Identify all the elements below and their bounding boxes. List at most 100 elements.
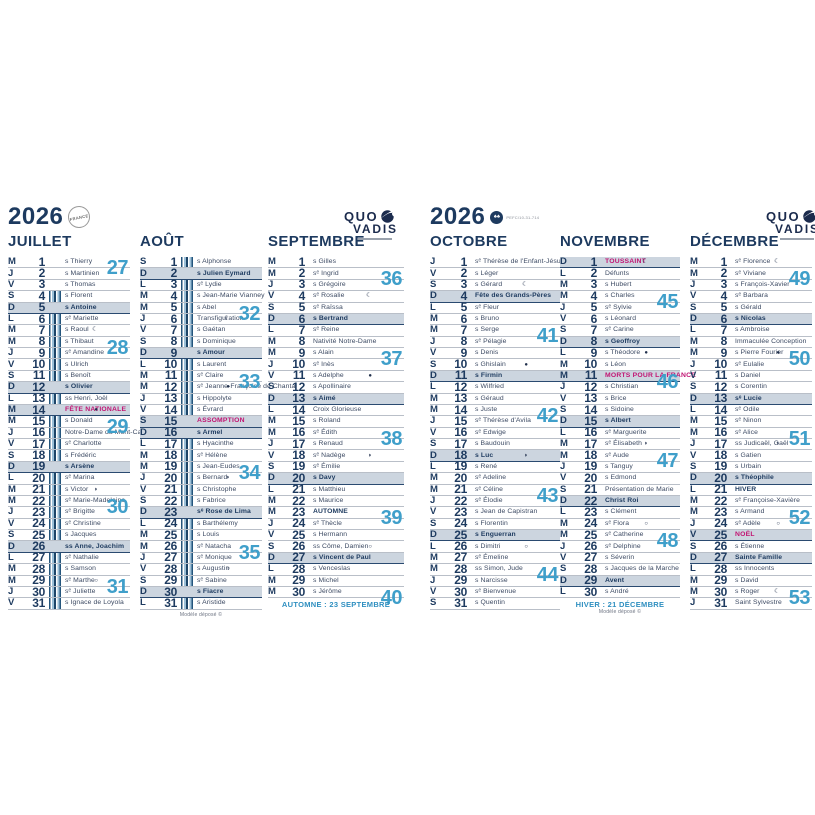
saint-name: ASSOMPTION — [197, 417, 245, 425]
day-row: L 2 Défunts — [560, 267, 680, 280]
brand-vadis-text: Vadis — [775, 222, 815, 236]
saint-name: sᵉ Céline — [475, 485, 503, 493]
day-number: 23 — [714, 504, 727, 519]
saint-name: s Jacques — [65, 531, 97, 539]
saint-name: TOUSSAINT — [605, 258, 646, 266]
day-row: J 1 sᵉ Thérèse de l'Enfant-Jésus — [430, 256, 564, 269]
day-number: 7 — [38, 322, 46, 337]
day-letter: L — [140, 278, 146, 290]
day-row: D 6 s Nicolas — [690, 313, 812, 326]
saint-name: Sainte Famille — [735, 553, 783, 561]
saint-name: s Wilfried — [475, 383, 504, 391]
day-row: V 16 sᵉ Edwige — [430, 426, 560, 439]
day-number: 17 — [714, 436, 727, 451]
day-letter: V — [268, 449, 275, 461]
day-row: D 29 Avent — [560, 574, 680, 587]
saint-name: s Théophile — [735, 474, 774, 482]
day-number: 10 — [714, 357, 727, 372]
day-letter: S — [8, 369, 15, 381]
day-letter: D — [690, 551, 697, 563]
saint-name: sᵉ Catherine — [605, 531, 644, 539]
day-letter: J — [268, 517, 274, 529]
day-number: 29 — [164, 573, 177, 588]
day-number: 16 — [32, 425, 45, 440]
month-title: AOÛT — [140, 233, 185, 250]
day-row: M 25 sᵉ Catherine — [560, 529, 680, 542]
day-row: S 12 s Corentin — [690, 381, 812, 394]
day-letter: L — [560, 426, 566, 438]
day-letter: M — [140, 529, 148, 541]
day-letter: L — [560, 586, 566, 598]
saint-name: sᵉ Sylvie — [605, 303, 632, 311]
day-row: L 16 sᵉ Marguerite — [560, 426, 680, 439]
day-row: M 23 AUTOMNE — [268, 506, 404, 519]
saint-name: s Serge — [475, 326, 500, 334]
day-row: S 12 s Apollinaire — [268, 381, 404, 394]
saint-name: sᵉ Adèle — [735, 519, 761, 527]
day-row: S 15 ASSOMPTION — [140, 415, 262, 428]
day-letter: M — [430, 483, 438, 495]
saint-name: s Hyacinthe — [197, 440, 234, 448]
saint-name: Fête des Grands-Pères — [475, 292, 552, 300]
day-number: 5 — [460, 300, 468, 315]
day-row: J 22 sᵉ Élodie — [430, 495, 560, 508]
day-number: 3 — [590, 277, 598, 292]
day-number: 23 — [32, 504, 45, 519]
day-letter: S — [268, 540, 275, 552]
saint-name: s Hubert — [605, 280, 632, 288]
day-row: M 1 s Gilles — [268, 256, 404, 269]
day-number: 15 — [584, 413, 597, 428]
day-row: M 11 MORTS POUR LA FRANCE — [560, 369, 696, 383]
saint-name: s David — [735, 576, 759, 584]
day-number: 10 — [584, 357, 597, 372]
week-number: 41 — [536, 325, 559, 348]
day-letter: L — [690, 404, 696, 416]
day-number: 20 — [584, 470, 597, 485]
day-row: J 3 s Grégoire — [268, 278, 404, 292]
day-letter: V — [430, 586, 437, 598]
day-row: D 8 s Geoffroy — [560, 335, 680, 348]
day-number: 22 — [584, 493, 597, 508]
day-row: M 18 sᵉ Hélène — [140, 449, 262, 462]
day-letter: L — [560, 506, 566, 518]
day-number: 14 — [584, 402, 597, 417]
day-letter: S — [690, 540, 697, 552]
day-row: M 2 sᵉ Ingrid — [268, 267, 404, 280]
moon-phase-icon-fq: ◗ — [644, 440, 648, 448]
saint-name: MORTS POUR LA FRANCE — [605, 371, 696, 379]
day-letter: L — [8, 313, 14, 325]
day-row: V 10 s Ulrich — [8, 358, 130, 371]
day-row: L 20 sᵉ Marina — [8, 472, 130, 485]
day-row: M 11 sᵉ Claire — [140, 369, 262, 383]
week-number: 50 — [788, 348, 811, 371]
saint-name: sᵉ Thérèse de l'Enfant-Jésus — [475, 258, 565, 266]
day-letter: V — [690, 529, 697, 541]
saint-name: sᵉ Hélène — [197, 451, 228, 459]
day-letter: M — [268, 426, 276, 438]
day-row: D 16 s Armel — [140, 426, 262, 439]
pefc-logo: ♠♠ PEFC/10-31-714 — [490, 210, 539, 224]
day-letter: J — [8, 347, 14, 359]
quo-vadis-logo: Quo Vadis — [766, 209, 815, 240]
day-number: 12 — [584, 379, 597, 394]
day-row: S 18 s Frédéric — [8, 449, 130, 462]
day-number: 28 — [584, 561, 597, 576]
day-row: S 3 s Gérard ☾ — [430, 278, 560, 292]
saint-name: s Thomas — [65, 280, 96, 288]
day-letter: D — [430, 369, 437, 381]
saint-name: sᵉ Viviane — [735, 269, 766, 277]
day-letter: V — [8, 438, 15, 450]
day-letter: V — [560, 551, 567, 563]
day-letter: D — [690, 472, 697, 484]
day-number: 24 — [164, 516, 177, 531]
day-number: 2 — [170, 266, 178, 281]
saint-name: Croix Glorieuse — [313, 406, 362, 414]
day-row: M 13 s Géraud — [430, 392, 560, 405]
saint-name: sᵉ Odile — [735, 406, 760, 414]
model-deposit-note: Modèle déposé © — [598, 609, 642, 616]
day-letter: S — [140, 335, 147, 347]
day-row: J 9 sᵉ Amandine — [8, 347, 130, 360]
saint-name: ss Côme, Damien — [313, 542, 369, 550]
day-number: 2 — [720, 266, 728, 281]
saint-name: s Quentin — [475, 599, 505, 607]
